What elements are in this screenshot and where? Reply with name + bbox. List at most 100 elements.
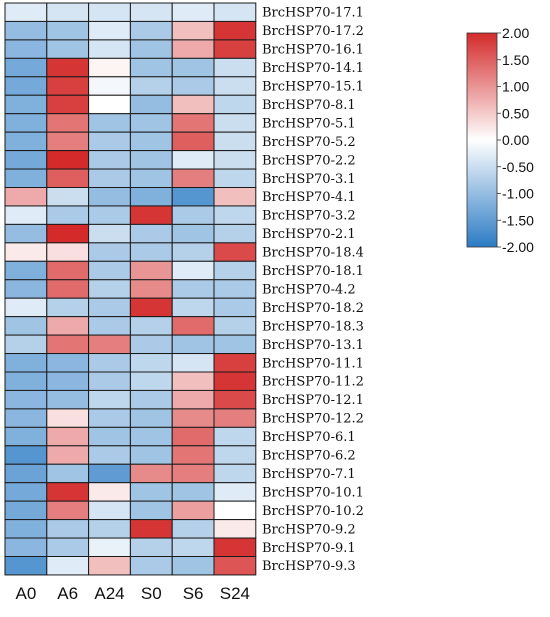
heatmap-cell — [171, 445, 215, 465]
heatmap-cell — [213, 279, 257, 299]
heatmap-cells — [4, 2, 257, 576]
heatmap-cell — [129, 187, 173, 207]
heatmap-cell — [46, 334, 90, 355]
row-label: BrcHSP70-15.1 — [262, 80, 364, 95]
row-label: BrcHSP70-6.2 — [262, 449, 356, 464]
heatmap-cell — [4, 445, 48, 465]
heatmap-cell — [129, 113, 173, 133]
heatmap-cell — [171, 187, 215, 207]
column-label: S24 — [220, 584, 250, 603]
heatmap-cell — [129, 279, 173, 299]
heatmap-cell — [46, 279, 90, 299]
heatmap-cell — [129, 334, 173, 355]
heatmap-cell — [129, 316, 173, 336]
heatmap-cell — [129, 371, 173, 391]
heatmap-cell — [46, 389, 90, 410]
heatmap-cell — [213, 297, 257, 318]
heatmap-cell — [171, 94, 215, 115]
heatmap-cell — [171, 371, 215, 391]
heatmap-cell — [4, 39, 48, 59]
heatmap-cell — [88, 445, 131, 465]
heatmap-cell — [171, 316, 215, 336]
row-label: BrcHSP70-18.4 — [262, 246, 364, 261]
heatmap-cell — [4, 408, 48, 428]
heatmap-cell — [46, 113, 90, 133]
heatmap-cell — [46, 223, 90, 244]
heatmap-cell — [46, 205, 90, 225]
heatmap-cell — [213, 223, 257, 244]
heatmap-cell — [4, 168, 48, 189]
heatmap-cell — [171, 260, 215, 281]
column-label: A6 — [57, 584, 78, 603]
heatmap-cell — [171, 131, 215, 152]
heatmap-cell — [171, 20, 215, 41]
heatmap-cell — [46, 426, 90, 447]
heatmap-cell — [4, 371, 48, 391]
row-label: BrcHSP70-13.1 — [262, 338, 364, 353]
heatmap-cell — [213, 371, 257, 391]
heatmap-cell — [4, 353, 48, 373]
heatmap-cell — [88, 353, 131, 373]
heatmap-cell — [46, 445, 90, 465]
heatmap-cell — [46, 94, 90, 115]
heatmap-cell — [88, 279, 131, 299]
heatmap-cell — [171, 519, 215, 539]
row-label: BrcHSP70-7.1 — [262, 467, 356, 482]
heatmap-cell — [4, 205, 48, 225]
row-label: BrcHSP70-9.1 — [262, 541, 356, 556]
row-label: BrcHSP70-9.3 — [262, 559, 356, 574]
row-labels: BrcHSP70-17.1 BrcHSP70-17.2 BrcHSP70-16.1 B… — [262, 6, 364, 574]
row-label: BrcHSP70-5.1 — [262, 116, 356, 131]
row-label: BrcHSP70-3.1 — [262, 172, 356, 187]
heatmap-cell — [88, 426, 131, 447]
row-label: BrcHSP70-11.2 — [262, 375, 364, 390]
heatmap-cell — [4, 519, 48, 539]
heatmap-cell — [4, 334, 48, 355]
row-label: BrcHSP70-4.2 — [262, 282, 356, 297]
heatmap-cell — [171, 205, 215, 225]
heatmap-cell — [46, 131, 90, 152]
heatmap-cell — [46, 408, 90, 428]
color-legend-tick-label: 0.50 — [502, 105, 529, 121]
heatmap-cell — [213, 463, 257, 484]
heatmap-cell — [129, 482, 173, 502]
heatmap-cell — [171, 426, 215, 447]
row-label: BrcHSP70-5.2 — [262, 135, 356, 150]
heatmap-cell — [4, 223, 48, 244]
heatmap-cell — [129, 426, 173, 447]
heatmap-cell — [213, 389, 257, 410]
color-legend-tick-label: 1.50 — [502, 52, 529, 68]
heatmap-cell — [129, 556, 173, 576]
heatmap-cell — [129, 242, 173, 262]
heatmap-cell — [46, 519, 90, 539]
heatmap-cell — [129, 408, 173, 428]
row-label: BrcHSP70-18.3 — [262, 319, 364, 334]
color-legend-bar — [466, 32, 498, 248]
heatmap-cell — [4, 500, 48, 521]
row-label: BrcHSP70-4.1 — [262, 190, 356, 205]
heatmap-cell — [88, 537, 131, 557]
column-label: S6 — [183, 584, 204, 603]
heatmap-cell — [46, 482, 90, 502]
heatmap-cell — [4, 150, 48, 170]
heatmap-cell — [129, 57, 173, 78]
heatmap-cell — [46, 242, 90, 262]
heatmap-cell — [171, 500, 215, 521]
row-label: BrcHSP70-8.1 — [262, 98, 356, 113]
heatmap-cell — [88, 131, 131, 152]
row-label: BrcHSP70-18.2 — [262, 301, 364, 316]
heatmap-cell — [171, 57, 215, 78]
row-label: BrcHSP70-9.2 — [262, 522, 356, 537]
heatmap-cell — [46, 316, 90, 336]
heatmap-cell — [46, 260, 90, 281]
heatmap-cell — [4, 297, 48, 318]
heatmap-cell — [46, 150, 90, 170]
row-label: BrcHSP70-10.1 — [262, 485, 364, 500]
heatmap-cell — [88, 113, 131, 133]
heatmap-cell — [46, 2, 90, 22]
heatmap-cell — [46, 537, 90, 557]
heatmap-cell — [129, 94, 173, 115]
heatmap-cell — [88, 205, 131, 225]
heatmap-cell — [213, 113, 257, 133]
heatmap-cell — [88, 463, 131, 484]
